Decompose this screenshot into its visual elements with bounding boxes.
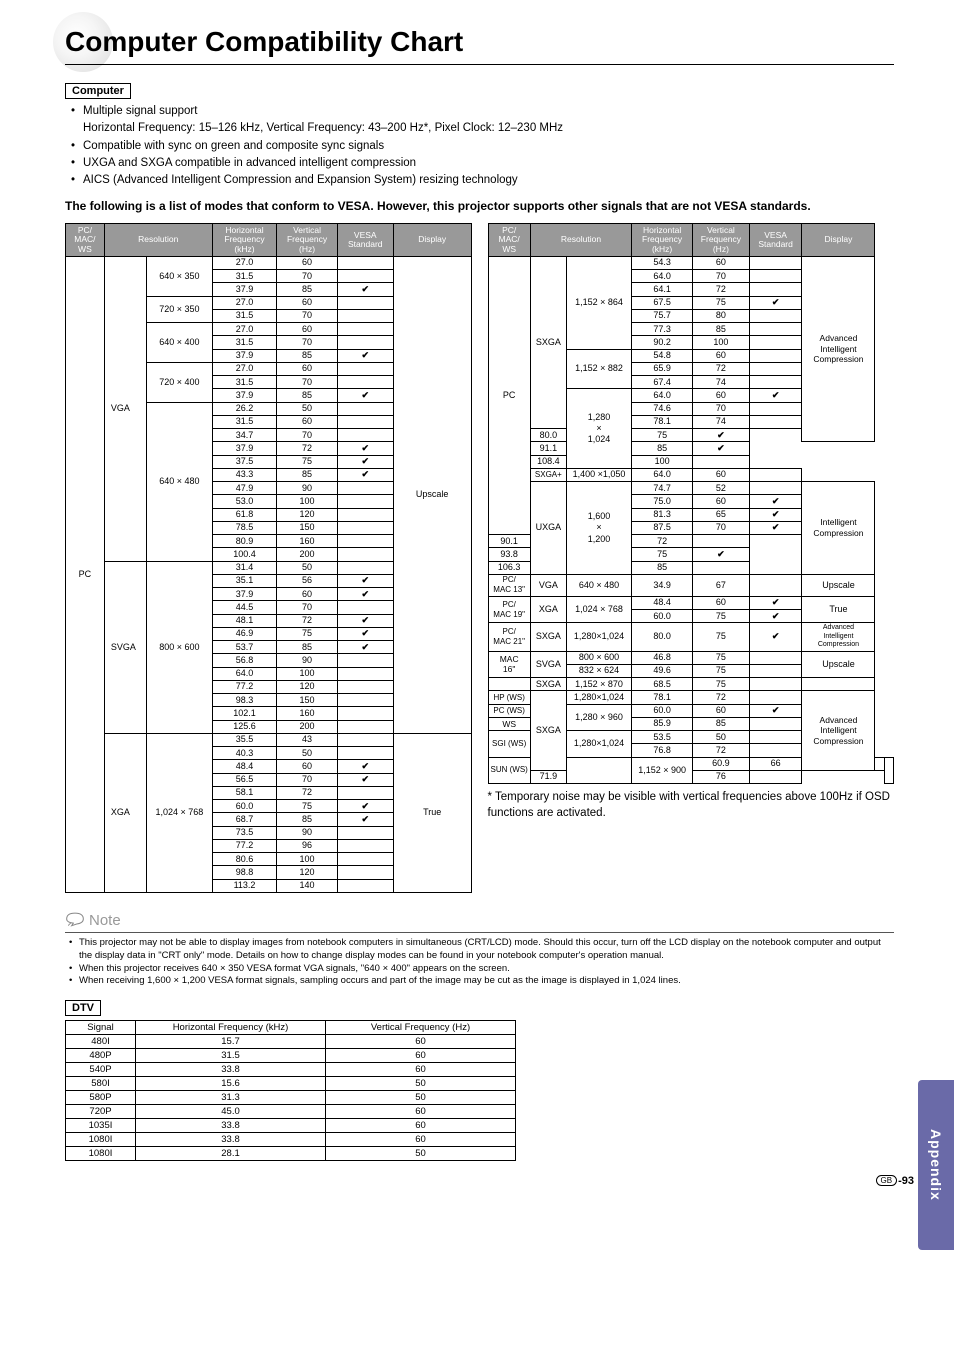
feature-bullets: Multiple signal supportHorizontal Freque… <box>65 103 894 189</box>
side-tab-appendix: Appendix <box>918 1080 954 1250</box>
temp-note: * Temporary noise may be visible with ve… <box>488 790 895 821</box>
compat-table-right: PC/MAC/WSResolutionHorizontalFrequency(k… <box>488 223 895 784</box>
page-title: Computer Compatibility Chart <box>65 20 894 65</box>
note-label: Note <box>89 912 121 929</box>
section-dtv: DTV <box>65 1000 101 1016</box>
note-bullets: This projector may not be able to displa… <box>65 937 894 988</box>
section-computer: Computer <box>65 83 131 99</box>
dtv-table: SignalHorizontal Frequency (kHz)Vertical… <box>65 1020 516 1161</box>
intro-text: The following is a list of modes that co… <box>65 199 894 215</box>
compat-table-left: PC/MAC/WSResolutionHorizontalFrequency(k… <box>65 223 472 893</box>
note-icon <box>65 911 85 930</box>
page-number: GB-93 <box>876 1175 914 1187</box>
